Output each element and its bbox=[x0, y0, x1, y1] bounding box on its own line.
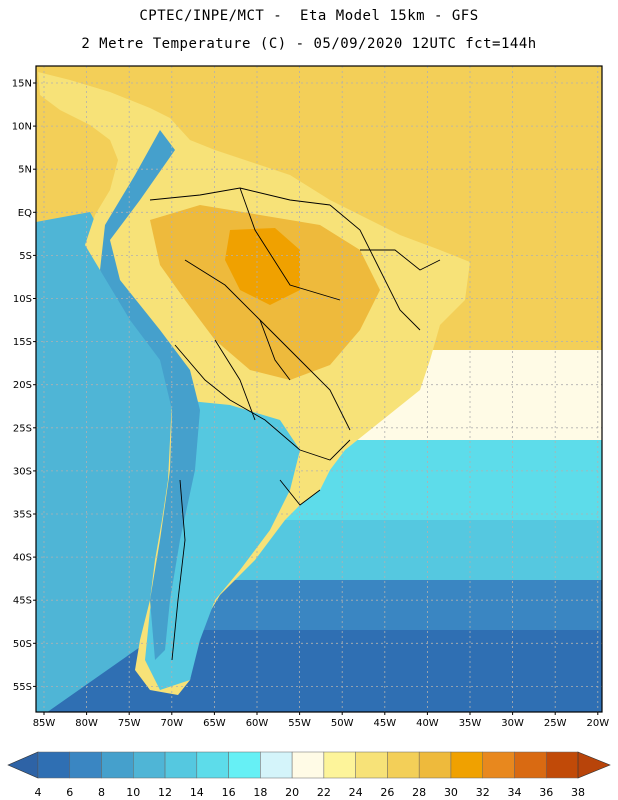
colorbar-label: 10 bbox=[126, 786, 140, 799]
longitude-label: 35W bbox=[459, 718, 482, 729]
longitude-label: 40W bbox=[416, 718, 439, 729]
longitude-label: 25W bbox=[544, 718, 567, 729]
map-title-line1: CPTEC/INPE/MCT - Eta Model 15km - GFS bbox=[139, 8, 479, 24]
colorbar-label: 36 bbox=[539, 786, 553, 799]
colorbar-bin bbox=[37, 751, 71, 779]
colorbar-bin bbox=[196, 751, 229, 779]
longitude-label: 85W bbox=[33, 718, 56, 729]
colorbar-bin bbox=[355, 751, 388, 779]
colorbar-bin bbox=[514, 751, 547, 779]
longitude-labels: 85W 80W 75W 70W 65W 60W 55W 50W 45W 40W 35W 30W 25W 2… bbox=[33, 712, 609, 729]
longitude-label: 60W bbox=[246, 718, 269, 729]
latitude-label: 5N bbox=[18, 165, 32, 176]
latitude-label: 45S bbox=[13, 596, 32, 607]
map-title-line2: 2 Metre Temperature (C) - 05/09/2020 12U… bbox=[81, 36, 537, 52]
map-frame bbox=[35, 65, 603, 713]
latitude-label: 10S bbox=[13, 294, 32, 305]
colorbar-label: 6 bbox=[66, 786, 73, 799]
colorbar-bin bbox=[545, 751, 579, 779]
colorbar-label: 30 bbox=[444, 786, 458, 799]
colorbar-bin bbox=[69, 751, 102, 779]
longitude-label: 80W bbox=[75, 718, 98, 729]
colorbar-bin bbox=[164, 751, 198, 779]
longitude-label: 50W bbox=[331, 718, 354, 729]
longitude-label: 55W bbox=[288, 718, 311, 729]
colorbar-bin bbox=[133, 751, 166, 779]
longitude-label: 30W bbox=[501, 718, 524, 729]
colorbar-label: 32 bbox=[476, 786, 490, 799]
colorbar: 4 6 8 10 12 14 16 18 20 22 24 26 28 30 32 34 36 38 bbox=[7, 751, 611, 799]
colorbar-label: 4 bbox=[35, 786, 42, 799]
country-borders bbox=[149, 187, 441, 661]
map-field bbox=[36, 66, 602, 712]
latitude-label: 55S bbox=[13, 682, 32, 693]
colorbar-label: 26 bbox=[380, 786, 394, 799]
colorbar-label: 20 bbox=[285, 786, 299, 799]
longitude-label: 65W bbox=[203, 718, 226, 729]
longitude-label: 45W bbox=[373, 718, 396, 729]
longitude-label: 75W bbox=[118, 718, 141, 729]
colorbar-bin bbox=[228, 751, 261, 779]
colorbar-label: 12 bbox=[158, 786, 172, 799]
colorbar-label: 38 bbox=[571, 786, 585, 799]
colorbar-label: 34 bbox=[507, 786, 521, 799]
latitude-label: 30S bbox=[13, 466, 32, 477]
colorbar-label: 28 bbox=[412, 786, 426, 799]
colorbar-bin bbox=[291, 751, 325, 779]
colorbar-label: 14 bbox=[190, 786, 204, 799]
latitude-label: 10N bbox=[12, 122, 32, 133]
latitude-label: 40S bbox=[13, 553, 32, 564]
south-america-land bbox=[38, 72, 470, 695]
gridlines bbox=[36, 66, 602, 712]
colorbar-label: 18 bbox=[253, 786, 267, 799]
latitude-label: 5S bbox=[19, 251, 32, 262]
colorbar-bin bbox=[482, 751, 515, 779]
latitude-label: EQ bbox=[18, 208, 32, 219]
colorbar-label: 24 bbox=[349, 786, 363, 799]
colorbar-label: 8 bbox=[98, 786, 105, 799]
colorbar-bin bbox=[323, 751, 356, 779]
andes-cold-strip bbox=[100, 130, 200, 660]
colorbar-bin bbox=[101, 751, 134, 779]
latitude-label: 35S bbox=[13, 510, 32, 521]
colorbar-bin bbox=[418, 751, 452, 779]
colorbar-left-arrow bbox=[7, 751, 39, 779]
colorbar-label: 16 bbox=[222, 786, 236, 799]
longitude-label: 70W bbox=[160, 718, 183, 729]
colorbar-bin bbox=[450, 751, 483, 779]
colorbar-label: 22 bbox=[317, 786, 331, 799]
latitude-label: 15N bbox=[12, 79, 32, 90]
latitude-label: 25S bbox=[13, 423, 32, 434]
colorbar-bin bbox=[387, 751, 420, 779]
hottest-core-region bbox=[225, 228, 300, 305]
colorbar-bin bbox=[260, 751, 293, 779]
latitude-label: 50S bbox=[13, 639, 32, 650]
longitude-label: 20W bbox=[586, 718, 609, 729]
latitude-label: 20S bbox=[13, 380, 32, 391]
latitude-labels: 15N 10N 5N EQ 5S 10S 15S 20S 25S 30S 35S 40S 45S 50S 5… bbox=[12, 79, 36, 693]
latitude-label: 15S bbox=[13, 337, 32, 348]
colorbar-right-arrow bbox=[577, 751, 611, 779]
